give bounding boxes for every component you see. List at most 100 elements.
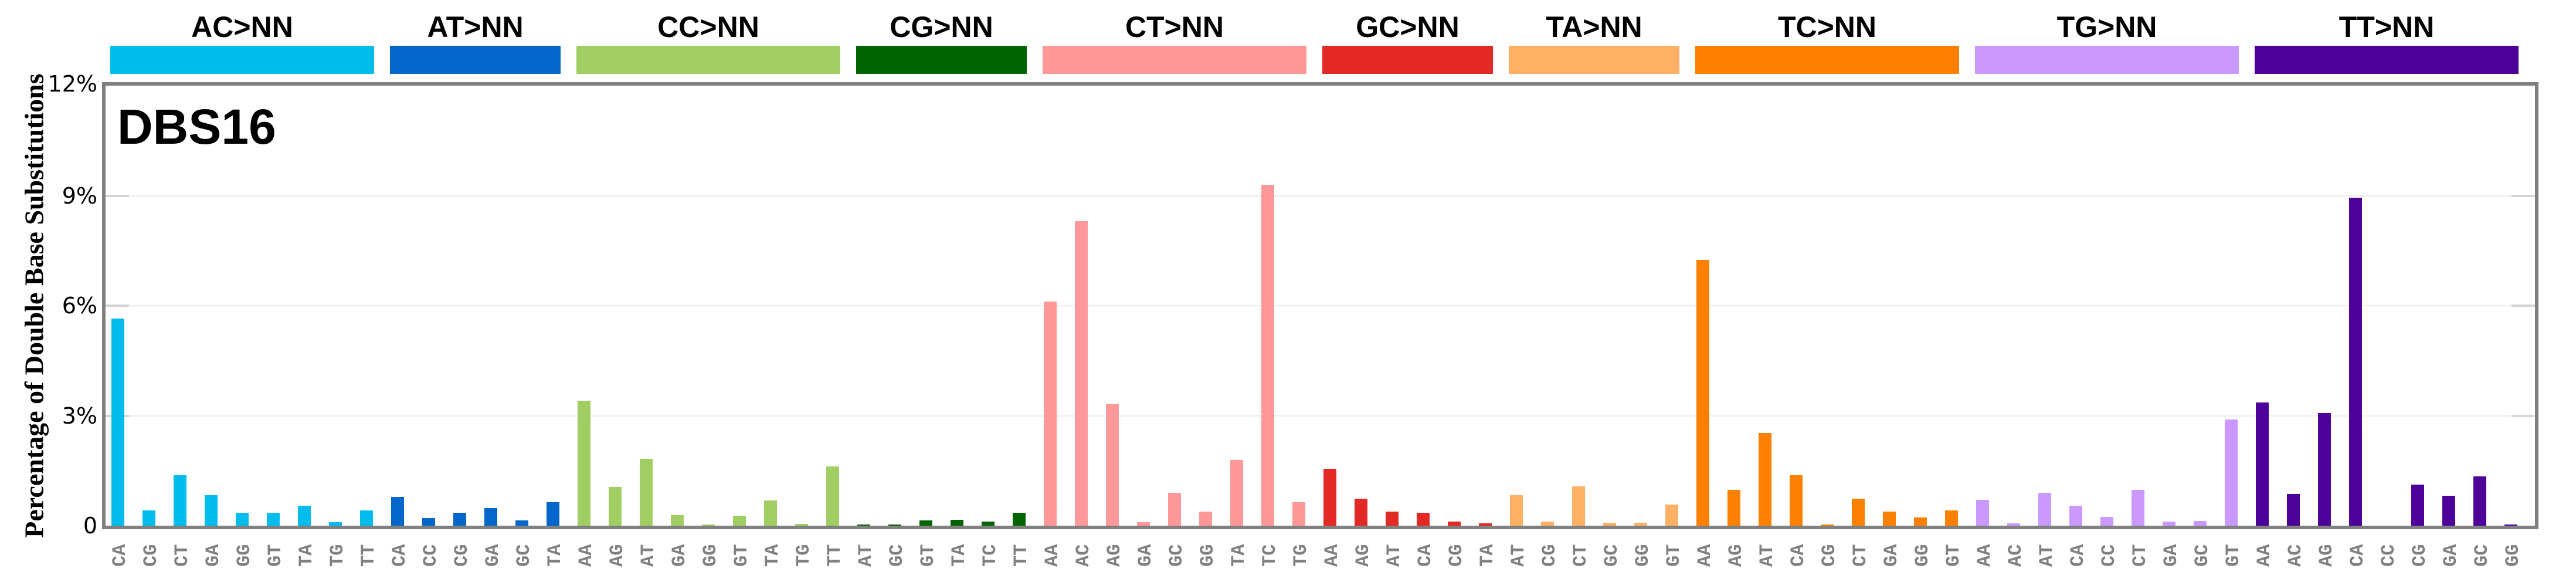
bar xyxy=(2318,413,2331,526)
x-tick-label: GG xyxy=(1912,544,1933,567)
bar xyxy=(1075,221,1088,526)
bar xyxy=(982,522,995,526)
x-tick-label: CA xyxy=(2347,544,2368,567)
x-tick-label: GT xyxy=(1663,544,1685,567)
bar xyxy=(1914,517,1927,526)
y-tick-mark-right xyxy=(2511,304,2535,307)
x-tick-label: GT xyxy=(1943,544,1964,567)
bar xyxy=(826,466,839,526)
x-tick-label: AA xyxy=(2253,544,2275,567)
x-tick-label: GA xyxy=(482,544,504,567)
x-tick-label: CT xyxy=(2129,544,2151,567)
bar xyxy=(1821,525,1834,526)
x-tick-label: GA xyxy=(668,544,690,567)
x-tick-label: CG xyxy=(1818,544,1840,567)
bar xyxy=(795,523,808,526)
bar xyxy=(1945,510,1958,526)
bar xyxy=(515,520,528,526)
category-header-label: CT>NN xyxy=(1125,11,1224,43)
category-header-bar xyxy=(1695,46,1959,74)
x-tick-label: GG xyxy=(233,544,255,567)
x-tick-label: CG xyxy=(2409,544,2431,567)
bar xyxy=(2411,485,2424,526)
bar xyxy=(2007,523,2020,526)
x-tick-label: CT xyxy=(1570,544,1591,567)
category-header-label: TG>NN xyxy=(2056,11,2157,43)
category-header-label: TT>NN xyxy=(2339,11,2435,43)
bar xyxy=(1603,523,1616,526)
bar xyxy=(2194,520,2207,526)
category-header-label: CC>NN xyxy=(657,11,759,43)
x-tick-label: AT xyxy=(637,544,659,567)
bar xyxy=(1883,511,1896,526)
x-tick-label: AG xyxy=(1725,544,1747,567)
category-header-bar xyxy=(1043,46,1306,74)
bar xyxy=(298,505,311,526)
x-tick-label: AA xyxy=(1694,544,1716,567)
y-tick-mark-right xyxy=(2511,194,2535,197)
x-tick-label: CG xyxy=(1539,544,1560,567)
chart-title: DBS16 xyxy=(117,99,276,154)
bar xyxy=(919,520,932,526)
category-header-label: TA>NN xyxy=(1546,11,1642,43)
x-tick-label: TT xyxy=(358,544,379,567)
x-tick-label: GC xyxy=(886,544,908,567)
x-tick-label: CG xyxy=(451,544,473,567)
bar xyxy=(857,525,870,526)
x-tick-label: GC xyxy=(513,544,535,567)
x-tick-label: GA xyxy=(2160,544,2182,567)
category-header-bar xyxy=(2255,46,2519,74)
x-tick-label: TC xyxy=(1259,544,1281,567)
x-tick-label: AT xyxy=(1383,544,1405,567)
bar xyxy=(1137,522,1150,526)
bar xyxy=(1013,513,1026,526)
bar xyxy=(702,525,715,526)
bar xyxy=(1479,523,1492,526)
bar xyxy=(733,516,746,526)
y-tick-label: 3% xyxy=(62,402,97,429)
category-header-bar xyxy=(390,46,561,74)
bar xyxy=(1044,301,1057,526)
category-header-bar xyxy=(1322,46,1493,74)
bar xyxy=(764,500,777,526)
x-tick-label: AT xyxy=(855,544,877,567)
category-header-bar xyxy=(1509,46,1679,74)
x-tick-label: GC xyxy=(1166,544,1187,567)
x-tick-label: CG xyxy=(140,544,162,567)
y-tick-label: 9% xyxy=(62,182,97,209)
plot-frame xyxy=(102,82,2538,529)
x-tick-label: GA xyxy=(1881,544,1902,567)
bar xyxy=(111,318,124,526)
x-tick-label: AG xyxy=(1352,544,1374,567)
bar xyxy=(888,525,901,526)
bar xyxy=(2504,525,2517,526)
bar xyxy=(2038,493,2051,526)
bar xyxy=(1323,468,1336,526)
bar xyxy=(609,486,622,526)
x-tick-label: TA xyxy=(1228,544,1250,567)
x-tick-label: AT xyxy=(1508,544,1529,567)
gridline xyxy=(106,195,2535,197)
x-tick-label: TT xyxy=(824,544,846,567)
bar xyxy=(329,522,342,526)
bar xyxy=(205,495,218,526)
x-tick-label: TC xyxy=(979,544,1001,567)
x-tick-label: GG xyxy=(700,544,721,567)
bar xyxy=(1168,493,1181,526)
bar xyxy=(1386,511,1399,526)
x-tick-label: AT xyxy=(1756,544,1778,567)
bar xyxy=(2442,495,2455,526)
x-tick-label: CC xyxy=(2098,544,2120,567)
x-tick-label: GC xyxy=(1601,544,1623,567)
bar xyxy=(1261,184,1274,526)
bar xyxy=(2473,476,2486,526)
x-tick-label: GT xyxy=(731,544,752,567)
x-tick-label: AT xyxy=(2036,544,2058,567)
bar xyxy=(1727,489,1740,526)
bar xyxy=(578,400,590,526)
x-tick-label: CC xyxy=(2378,544,2399,567)
bar xyxy=(1976,499,1989,526)
x-tick-label: AA xyxy=(1321,544,1343,567)
bar xyxy=(1106,404,1119,526)
